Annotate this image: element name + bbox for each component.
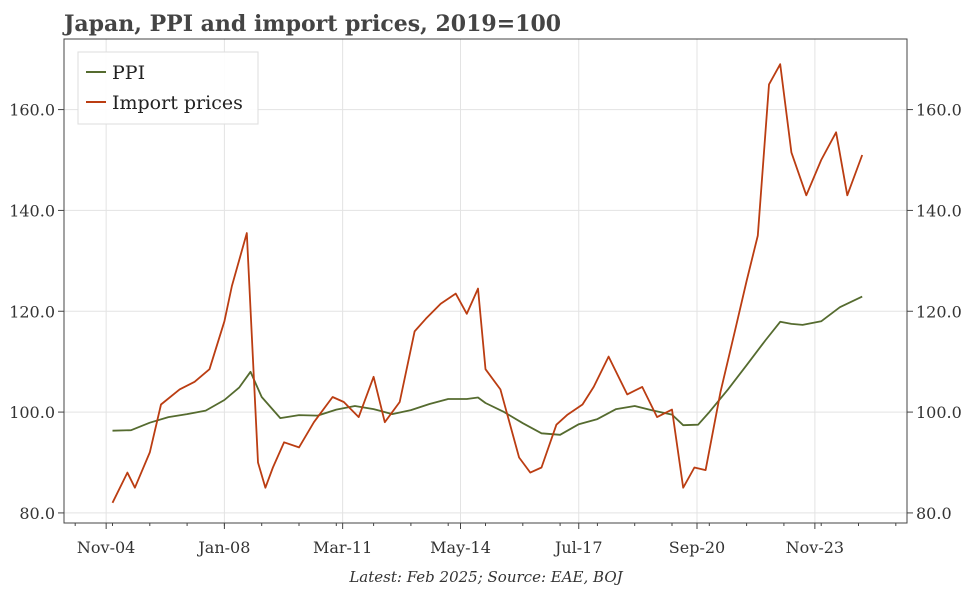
legend-label-import-prices: Import prices	[112, 92, 243, 114]
ytick-label-left: 140.0	[9, 201, 55, 220]
series-import-prices-line	[111, 63, 864, 504]
series-ppi-line	[112, 295, 863, 436]
chart-title: Japan, PPI and import prices, 2019=100	[62, 11, 561, 37]
ytick-label-right: 100.0	[916, 403, 962, 422]
ytick-label-left: 120.0	[9, 302, 55, 321]
axes: 80.0 80.0 100.0 100.0 120.0 120.0 140.0 140.0 16…	[9, 101, 962, 557]
ytick-label-right: 120.0	[916, 302, 962, 321]
xtick-label: Jul-17	[553, 538, 603, 557]
source-note: Latest: Feb 2025; Source: EAE, BOJ	[348, 568, 623, 586]
ytick-label-right: 80.0	[916, 504, 952, 523]
series-layer	[111, 63, 864, 504]
xtick-label: Jan-08	[196, 538, 250, 557]
xtick-label: Nov-04	[77, 538, 135, 557]
xtick-label: Sep-20	[669, 538, 725, 557]
ytick-label-left: 80.0	[19, 504, 55, 523]
legend-box	[77, 51, 259, 125]
xtick-label: May-14	[430, 538, 491, 557]
legend-label-ppi: PPI	[112, 62, 145, 84]
ytick-label-right: 140.0	[916, 201, 962, 220]
ytick-label-right: 160.0	[916, 101, 962, 120]
ytick-label-left: 100.0	[9, 403, 55, 422]
xtick-label: Mar-11	[313, 538, 372, 557]
xtick-label: Nov-23	[786, 538, 844, 557]
legend: PPI Import prices	[77, 51, 259, 125]
ytick-label-left: 160.0	[9, 101, 55, 120]
